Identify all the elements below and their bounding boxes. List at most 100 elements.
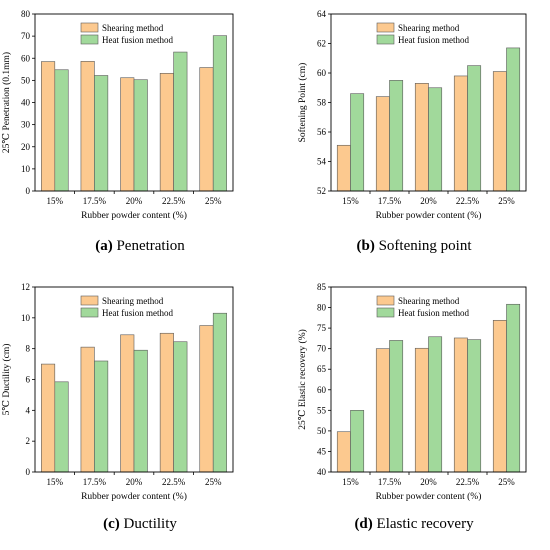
panel-4-y-tick-label: 65 bbox=[317, 364, 327, 374]
panel-3-legend-swatch-heat-fusion bbox=[80, 307, 99, 318]
panel-1-y-tick-label: 20 bbox=[21, 142, 31, 152]
panel-4-caption-text: Elastic recovery bbox=[373, 516, 474, 532]
panel-1-bar-heat-fusion-1 bbox=[54, 69, 69, 192]
panel-3-x-tick-label: 20% bbox=[126, 477, 143, 487]
panel-1-legend-swatch-shearing bbox=[80, 22, 99, 33]
panel-3-bar-shearing-5 bbox=[199, 325, 214, 473]
panel-3-y-tick-label: 0 bbox=[26, 467, 31, 477]
panel-3-y-tick-label: 2 bbox=[26, 436, 31, 446]
panel-3-bar-shearing-1 bbox=[41, 363, 56, 473]
panel-1-y-tick-label: 50 bbox=[21, 75, 31, 85]
panel-1-caption-text: Penetration bbox=[113, 238, 186, 254]
panel-2-legend-label-shearing: Shearing method bbox=[398, 23, 460, 33]
panel-4-bar-heat-fusion-4 bbox=[467, 339, 482, 473]
panel-3-y-tick-label: 6 bbox=[26, 375, 31, 385]
panel-1-bar-heat-fusion-3 bbox=[133, 79, 148, 192]
panel-2-caption: (b) Softening point bbox=[356, 238, 472, 254]
panel-2-y-axis-label: Softening Point (cm) bbox=[297, 63, 308, 143]
panel-3-y-tick-label: 8 bbox=[26, 344, 31, 354]
panel-4-bar-shearing-4 bbox=[453, 337, 468, 473]
panel-3-bar-heat-fusion-1 bbox=[54, 381, 69, 473]
panel-1-y-tick-label: 30 bbox=[21, 120, 31, 130]
panel-4-x-tick-label: 20% bbox=[420, 477, 437, 487]
panel-1-y-tick-label: 70 bbox=[21, 31, 31, 41]
panel-4-y-tick-label: 60 bbox=[317, 385, 327, 395]
panel-3-x-axis-label: Rubber powder content (%) bbox=[81, 491, 187, 502]
panel-4-legend-label-shearing: Shearing method bbox=[398, 296, 460, 306]
panel-2-bar-heat-fusion-4 bbox=[467, 65, 482, 192]
panel-1-bar-heat-fusion-5 bbox=[212, 35, 227, 192]
panel-4-y-tick-label: 45 bbox=[317, 446, 327, 456]
panel-3-caption: (c) Ductility bbox=[103, 516, 177, 532]
panel-1-bar-shearing-1 bbox=[41, 61, 56, 192]
panel-3-bar-shearing-2 bbox=[80, 346, 95, 473]
panel-4-bar-heat-fusion-2 bbox=[389, 340, 404, 473]
panel-2-y-tick-label: 58 bbox=[317, 98, 327, 108]
panel-1-y-tick-label: 60 bbox=[21, 53, 31, 63]
panel-2-x-tick-label: 22.5% bbox=[456, 196, 480, 206]
panel-3-bar-shearing-4 bbox=[159, 332, 174, 473]
panel-3-bar-heat-fusion-4 bbox=[173, 341, 188, 473]
panel-4-bar-heat-fusion-3 bbox=[428, 336, 443, 473]
panel-1-y-tick-label: 80 bbox=[21, 9, 31, 19]
panel-3-y-tick-label: 10 bbox=[21, 313, 31, 323]
panel-2-bar-shearing-2 bbox=[375, 96, 390, 192]
panel-1-caption: (a) Penetration bbox=[95, 238, 185, 254]
panel-1-x-tick-label: 22.5% bbox=[162, 196, 186, 206]
panel-3-bar-shearing-3 bbox=[120, 334, 135, 473]
panel-2-bar-shearing-5 bbox=[492, 71, 507, 192]
panel-1-x-tick-label: 20% bbox=[126, 196, 143, 206]
panel-4-bar-shearing-5 bbox=[492, 319, 507, 473]
panel-4-y-tick-label: 75 bbox=[317, 323, 327, 333]
panel-4-x-tick-label: 25% bbox=[498, 477, 515, 487]
panel-4-y-tick-label: 55 bbox=[317, 405, 327, 415]
panel-1-y-tick-label: 10 bbox=[21, 164, 31, 174]
panel-2-bar-heat-fusion-2 bbox=[389, 80, 404, 192]
panel-3-bar-heat-fusion-2 bbox=[94, 360, 109, 473]
panel-4-x-axis-label: Rubber powder content (%) bbox=[376, 491, 482, 502]
panel-2-y-tick-label: 60 bbox=[317, 68, 327, 78]
panel-4-legend-swatch-shearing bbox=[376, 295, 395, 306]
panel-4-axes-frame bbox=[330, 286, 527, 473]
panel-1-x-tick-label: 15% bbox=[47, 196, 64, 206]
panel-2-x-tick-label: 17.5% bbox=[378, 196, 402, 206]
panel-4-legend-label-heat-fusion: Heat fusion method bbox=[398, 308, 469, 318]
panel-1-x-axis-label: Rubber powder content (%) bbox=[81, 210, 187, 221]
panel-4-y-tick-label: 50 bbox=[317, 426, 327, 436]
panel-2-legend-label-heat-fusion: Heat fusion method bbox=[398, 35, 469, 45]
panel-3-x-tick-label: 15% bbox=[47, 477, 64, 487]
panel-2-bar-heat-fusion-3 bbox=[428, 87, 443, 192]
panel-1-y-tick-label: 40 bbox=[21, 98, 31, 108]
panel-2-x-tick-label: 25% bbox=[498, 196, 515, 206]
panel-4-caption-letter: (d) bbox=[354, 516, 372, 532]
panel-4-y-tick-label: 80 bbox=[317, 303, 327, 313]
panel-1-bar-heat-fusion-4 bbox=[173, 51, 188, 192]
panel-2-caption-letter: (b) bbox=[356, 238, 374, 254]
panel-4-caption: (d) Elastic recovery bbox=[354, 516, 474, 532]
panel-4-y-tick-label: 70 bbox=[317, 344, 327, 354]
panel-3-x-tick-label: 25% bbox=[205, 477, 222, 487]
panel-1-legend-swatch-heat-fusion bbox=[80, 34, 99, 45]
panel-1-x-tick-label: 17.5% bbox=[83, 196, 107, 206]
panel-2-x-axis-label: Rubber powder content (%) bbox=[376, 210, 482, 221]
panel-2-y-tick-label: 62 bbox=[317, 39, 326, 49]
panel-3-y-tick-label: 12 bbox=[21, 282, 30, 292]
panel-2-y-tick-label: 56 bbox=[317, 127, 327, 137]
panel-2-y-tick-label: 54 bbox=[317, 157, 327, 167]
panel-2-y-tick-label: 52 bbox=[317, 186, 326, 196]
panel-4-bar-heat-fusion-1 bbox=[350, 410, 365, 473]
panel-3-x-tick-label: 17.5% bbox=[83, 477, 107, 487]
panel-2-y-tick-label: 64 bbox=[317, 9, 327, 19]
panel-1-legend-label-shearing: Shearing method bbox=[102, 23, 164, 33]
panel-1-bar-shearing-3 bbox=[120, 77, 135, 192]
panel-2-bar-heat-fusion-1 bbox=[350, 93, 365, 192]
panel-3-caption-text: Ductility bbox=[120, 516, 178, 532]
panel-1-bar-shearing-4 bbox=[159, 72, 174, 192]
panel-4-x-tick-label: 17.5% bbox=[378, 477, 402, 487]
panel-4-x-tick-label: 22.5% bbox=[456, 477, 480, 487]
panel-4-y-tick-label: 40 bbox=[317, 467, 327, 477]
panel-2-x-tick-label: 20% bbox=[420, 196, 437, 206]
panel-3-caption-letter: (c) bbox=[103, 516, 120, 532]
